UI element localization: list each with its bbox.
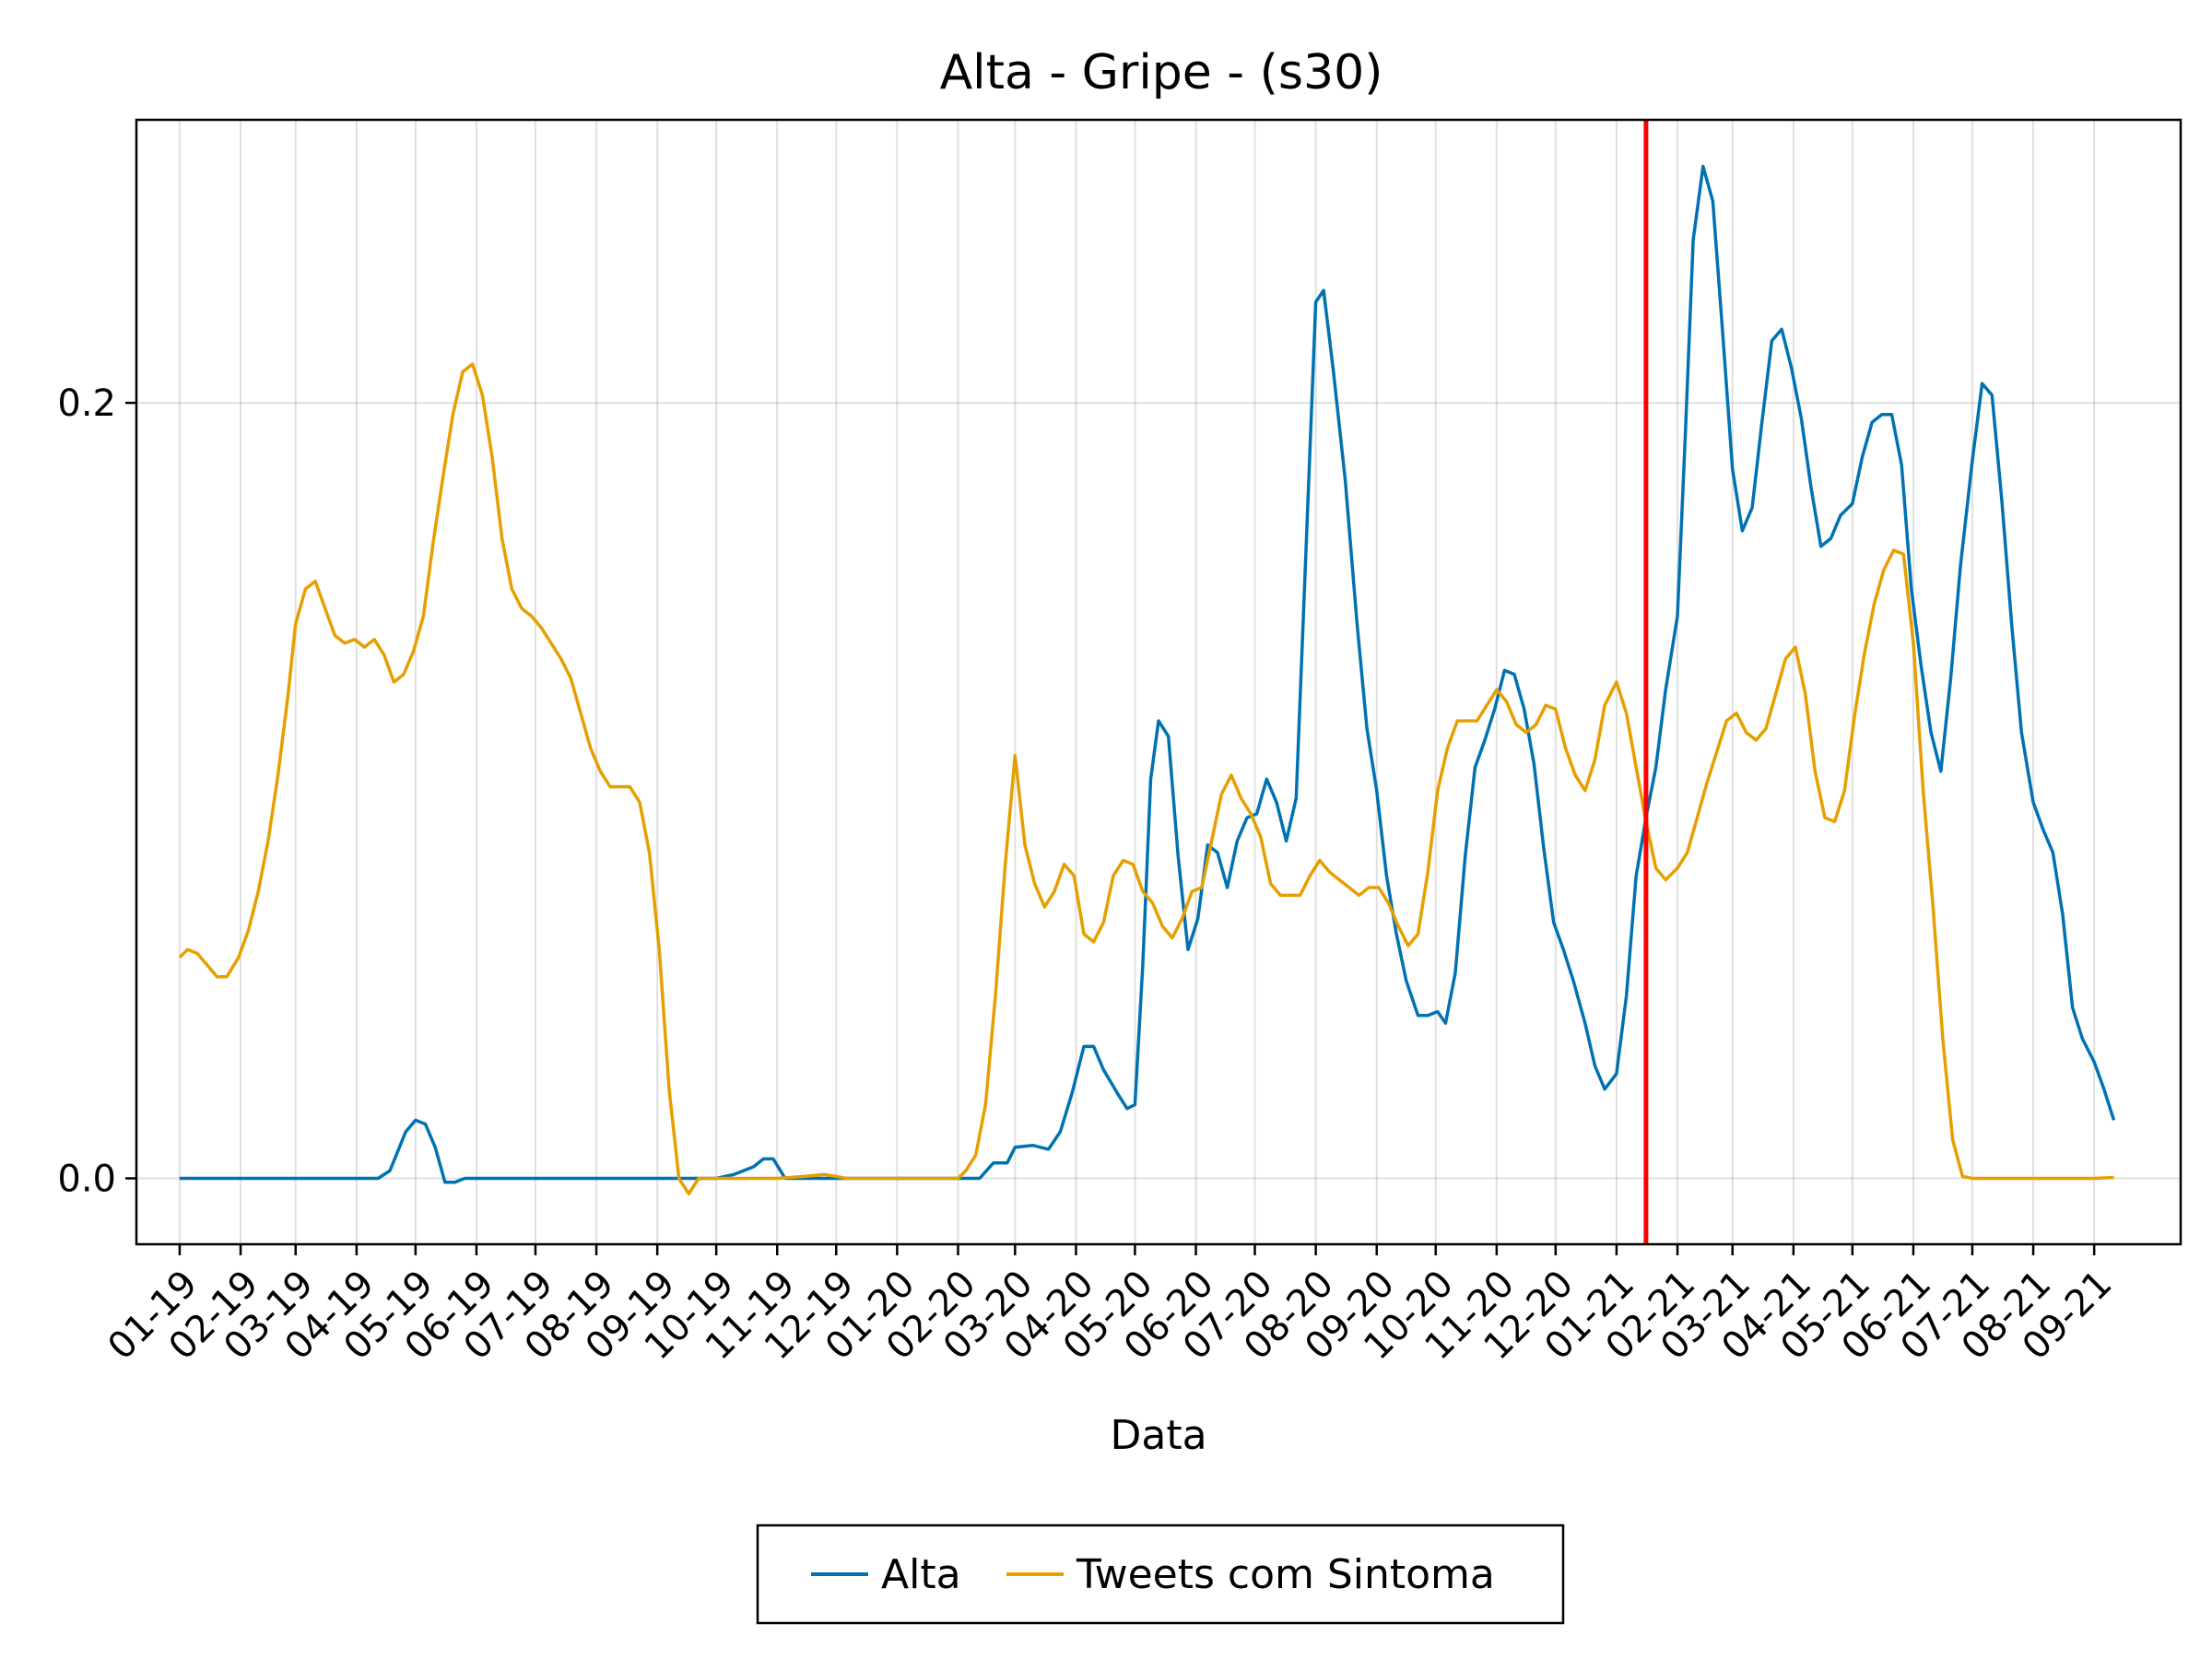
x-axis-label: Data: [1110, 1412, 1206, 1459]
legend-label-alta: Alta: [881, 1551, 961, 1598]
y-axis: 0.0 0.2: [57, 382, 136, 1200]
plot-frame: [135, 118, 2183, 1246]
y-tick-label: 0.0: [57, 1158, 116, 1200]
legend: Alta Tweets com Sintoma: [756, 1524, 1565, 1625]
grid: [136, 120, 2181, 1244]
legend-label-tweets: Tweets com Sintoma: [1076, 1551, 1495, 1598]
y-tick-label: 0.2: [57, 382, 116, 425]
series-line-tweets: [178, 362, 2114, 1196]
chart-title: Alta - Gripe - (s30): [940, 45, 1383, 100]
legend-box: [756, 1524, 1565, 1625]
plot-area: [178, 120, 2116, 1244]
